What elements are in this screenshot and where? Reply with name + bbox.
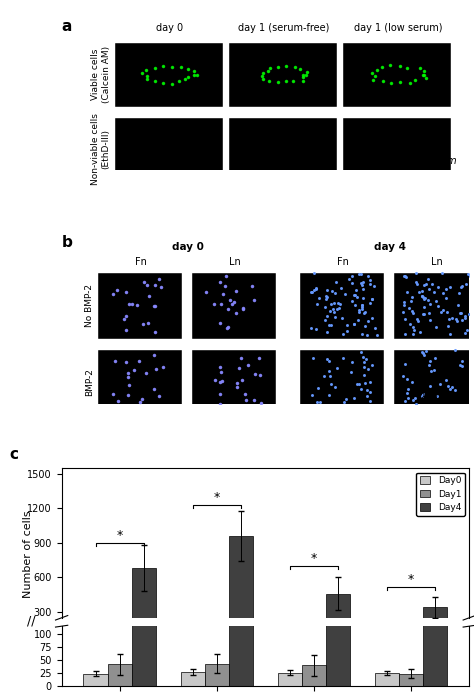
Text: Viable cells
(Calcein AM): Viable cells (Calcein AM) bbox=[91, 46, 110, 103]
Bar bbox=[229, 536, 253, 647]
Bar bbox=[278, 644, 302, 647]
Text: c: c bbox=[9, 447, 18, 462]
Text: Non-viable cells
(EthD-III): Non-viable cells (EthD-III) bbox=[91, 114, 110, 185]
FancyBboxPatch shape bbox=[229, 119, 337, 182]
Bar bbox=[205, 642, 229, 647]
Bar bbox=[181, 644, 205, 647]
Bar bbox=[83, 674, 108, 686]
Bar bbox=[374, 673, 399, 686]
FancyBboxPatch shape bbox=[394, 350, 474, 416]
FancyBboxPatch shape bbox=[300, 350, 383, 416]
FancyBboxPatch shape bbox=[98, 350, 182, 416]
Text: Fn: Fn bbox=[337, 257, 349, 267]
Text: day 1 (low serum): day 1 (low serum) bbox=[354, 23, 442, 33]
Bar bbox=[423, 608, 447, 647]
Text: *: * bbox=[117, 529, 123, 542]
Bar bbox=[278, 672, 302, 686]
Bar bbox=[423, 509, 447, 686]
Bar bbox=[181, 672, 205, 686]
Bar bbox=[132, 568, 156, 647]
Bar bbox=[205, 664, 229, 686]
Bar bbox=[132, 332, 156, 686]
Text: Ln: Ln bbox=[229, 257, 241, 267]
Text: day 0: day 0 bbox=[156, 23, 183, 33]
FancyBboxPatch shape bbox=[115, 44, 223, 107]
Bar bbox=[399, 674, 423, 686]
FancyBboxPatch shape bbox=[192, 350, 275, 416]
Bar bbox=[374, 644, 399, 647]
Text: day 4: day 4 bbox=[374, 242, 406, 252]
Bar bbox=[326, 446, 350, 686]
FancyBboxPatch shape bbox=[98, 272, 182, 340]
FancyBboxPatch shape bbox=[394, 272, 474, 340]
Text: *: * bbox=[311, 552, 317, 565]
Bar bbox=[229, 186, 253, 686]
Text: Fn: Fn bbox=[135, 257, 147, 267]
FancyBboxPatch shape bbox=[343, 44, 451, 107]
Bar bbox=[399, 644, 423, 647]
FancyBboxPatch shape bbox=[343, 119, 451, 182]
Text: 200 μm: 200 μm bbox=[419, 157, 457, 166]
Text: day 1 (serum-free): day 1 (serum-free) bbox=[238, 23, 329, 33]
Text: b: b bbox=[62, 235, 73, 250]
FancyBboxPatch shape bbox=[192, 272, 275, 340]
Bar bbox=[108, 642, 132, 647]
Text: Number of cells: Number of cells bbox=[23, 511, 34, 598]
Text: a: a bbox=[62, 19, 72, 33]
Legend: Day0, Day1, Day4: Day0, Day1, Day4 bbox=[416, 473, 465, 516]
FancyBboxPatch shape bbox=[229, 44, 337, 107]
Bar bbox=[302, 665, 326, 686]
Text: BMP-2: BMP-2 bbox=[85, 368, 94, 396]
Bar bbox=[302, 642, 326, 647]
Text: 200 μm: 200 μm bbox=[419, 393, 457, 403]
Text: //: // bbox=[27, 614, 35, 627]
Text: day 0: day 0 bbox=[172, 242, 204, 252]
Text: *: * bbox=[408, 572, 414, 586]
FancyBboxPatch shape bbox=[300, 272, 383, 340]
Text: No BMP-2: No BMP-2 bbox=[85, 283, 94, 326]
Text: Ln: Ln bbox=[431, 257, 443, 267]
Text: *: * bbox=[214, 491, 220, 504]
Bar bbox=[83, 644, 108, 647]
Bar bbox=[108, 664, 132, 686]
FancyBboxPatch shape bbox=[115, 119, 223, 182]
Bar bbox=[326, 594, 350, 647]
